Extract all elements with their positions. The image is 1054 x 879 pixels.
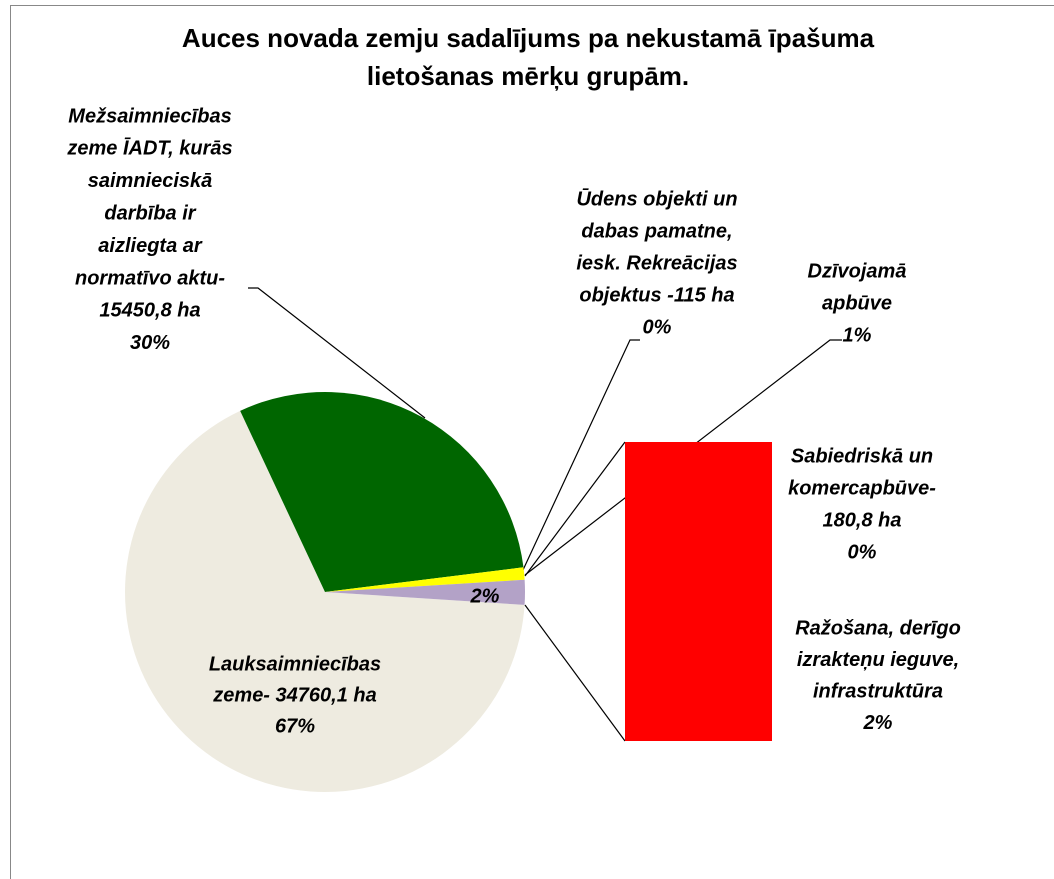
data-label: darbība ir bbox=[104, 202, 196, 224]
data-label: Dzīvojamā bbox=[808, 260, 907, 282]
data-label: dabas pamatne, bbox=[581, 220, 732, 242]
chart-title: Auces novada zemju sadalījums pa nekusta… bbox=[182, 23, 875, 53]
data-label: komercapbūve- bbox=[788, 477, 936, 499]
value-label: 2% bbox=[470, 585, 500, 607]
data-label: iesk. Rekreācijas bbox=[576, 252, 737, 274]
value-label: 0% bbox=[848, 541, 877, 563]
data-label: Ūdens objekti un bbox=[576, 188, 737, 210]
value-label: 0% bbox=[643, 316, 672, 338]
data-label: apbūve bbox=[822, 292, 892, 314]
data-label: 180,8 ha bbox=[823, 509, 902, 531]
data-label: saimnieciskā bbox=[88, 170, 213, 192]
value-label: 30% bbox=[130, 332, 170, 354]
data-label: aizliegta ar bbox=[98, 235, 203, 257]
data-label: Mežsaimniecības bbox=[68, 105, 231, 127]
data-label: izrakteņu ieguve, bbox=[797, 649, 959, 671]
chart-frame bbox=[10, 5, 1054, 879]
bar-segment bbox=[625, 442, 772, 741]
connector-line bbox=[524, 604, 626, 742]
data-label: Ražošana, derīgo bbox=[795, 617, 961, 639]
value-label: 1% bbox=[843, 324, 872, 346]
pie-slice bbox=[240, 392, 524, 592]
data-label: zeme ĪADT, kurās bbox=[66, 138, 232, 160]
data-label: Sabiedriskā un bbox=[791, 445, 933, 467]
data-label: infrastruktūra bbox=[813, 680, 943, 702]
data-label: 15450,8 ha bbox=[99, 300, 200, 322]
pie-slice bbox=[124, 410, 525, 792]
data-label: zeme- 34760,1 ha bbox=[212, 684, 376, 706]
data-label: normatīvo aktu- bbox=[75, 267, 225, 289]
connector-line bbox=[524, 441, 626, 577]
chart-title: lietošanas mērķu grupām. bbox=[367, 61, 689, 91]
leader-line bbox=[522, 339, 640, 571]
leader-line bbox=[248, 287, 426, 419]
value-label: 67% bbox=[275, 715, 315, 737]
pie-slice bbox=[325, 579, 525, 605]
pie-slice bbox=[325, 567, 525, 592]
data-label: objektus -115 ha bbox=[579, 284, 734, 306]
value-label: 2% bbox=[863, 712, 893, 734]
data-label: Lauksaimniecības bbox=[209, 653, 381, 675]
